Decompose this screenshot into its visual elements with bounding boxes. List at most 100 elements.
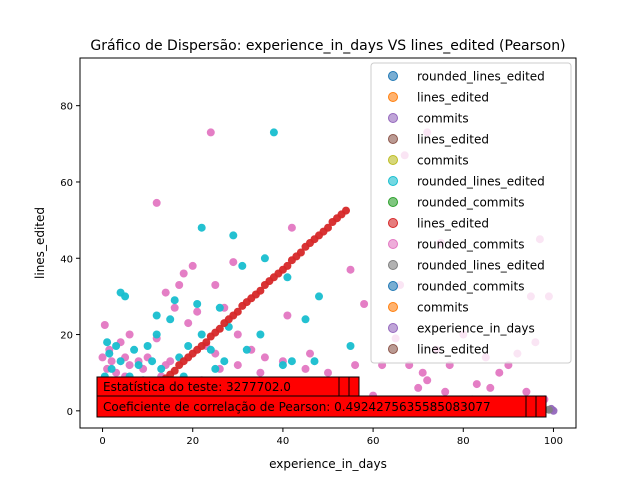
legend-marker bbox=[388, 239, 398, 249]
data-point bbox=[197, 330, 206, 339]
legend-marker bbox=[388, 134, 398, 144]
annotation-text: Estatística do teste: 3277702.0 bbox=[103, 380, 291, 394]
annotation-text: Coeficiente de correlação de Pearson: 0.… bbox=[103, 400, 491, 414]
data-point bbox=[441, 387, 450, 396]
data-point bbox=[544, 405, 553, 414]
data-point bbox=[148, 357, 157, 366]
data-point bbox=[215, 324, 224, 333]
data-point bbox=[283, 311, 292, 320]
data-point bbox=[472, 380, 481, 389]
data-point bbox=[301, 315, 310, 324]
data-point bbox=[287, 357, 296, 366]
data-point bbox=[125, 361, 134, 370]
data-point bbox=[121, 292, 130, 301]
data-point bbox=[170, 296, 179, 305]
data-point bbox=[184, 319, 193, 328]
legend-label: lines_edited bbox=[417, 91, 489, 105]
data-point bbox=[211, 364, 220, 373]
data-point bbox=[278, 361, 287, 370]
data-point bbox=[206, 128, 215, 137]
data-point bbox=[418, 368, 427, 377]
data-point bbox=[170, 303, 179, 312]
data-point bbox=[346, 265, 355, 274]
legend-label: commits bbox=[417, 154, 469, 168]
data-point bbox=[193, 307, 202, 316]
data-point bbox=[486, 383, 495, 392]
data-point bbox=[360, 300, 369, 308]
data-point bbox=[287, 223, 296, 232]
y-axis-label: lines_edited bbox=[33, 207, 47, 279]
legend-label: rounded_commits bbox=[417, 238, 524, 252]
legend-label: experience_in_days bbox=[417, 322, 535, 336]
data-point bbox=[351, 361, 360, 370]
data-point bbox=[229, 231, 238, 240]
legend-label: rounded_lines_edited bbox=[417, 70, 545, 84]
data-point bbox=[152, 311, 161, 320]
legend-box bbox=[370, 62, 572, 364]
data-point bbox=[100, 321, 109, 329]
data-point bbox=[107, 364, 116, 373]
data-point bbox=[184, 342, 193, 350]
data-point bbox=[125, 330, 134, 339]
data-point bbox=[324, 223, 332, 232]
data-point bbox=[188, 261, 197, 270]
data-point bbox=[342, 206, 350, 215]
data-point bbox=[256, 286, 265, 295]
data-point bbox=[233, 361, 242, 370]
legend-label: rounded_lines_edited bbox=[417, 259, 545, 273]
data-point bbox=[242, 345, 251, 354]
legend-marker bbox=[388, 155, 398, 165]
data-point bbox=[166, 315, 175, 324]
data-point bbox=[143, 342, 152, 350]
data-point bbox=[152, 330, 161, 339]
data-point bbox=[170, 366, 179, 375]
data-point bbox=[206, 345, 215, 354]
data-point bbox=[423, 376, 432, 385]
y-tick-label: 40 bbox=[60, 254, 73, 265]
legend-marker bbox=[388, 344, 398, 354]
data-point bbox=[197, 223, 206, 232]
data-point bbox=[306, 349, 314, 358]
legend-label: lines_edited bbox=[417, 217, 489, 231]
data-point bbox=[283, 261, 292, 270]
legend-label: rounded_lines_edited bbox=[417, 175, 545, 189]
x-tick-label: 60 bbox=[367, 436, 380, 447]
data-point bbox=[202, 338, 211, 347]
legend-marker bbox=[388, 260, 398, 270]
y-tick-label: 20 bbox=[60, 331, 73, 342]
data-point bbox=[414, 383, 423, 392]
data-point bbox=[215, 303, 224, 312]
data-point bbox=[193, 300, 202, 308]
data-point bbox=[238, 261, 247, 270]
legend-marker bbox=[388, 92, 398, 102]
legend-marker bbox=[388, 176, 398, 186]
data-point bbox=[98, 353, 107, 362]
data-point bbox=[157, 364, 166, 373]
legend-marker bbox=[388, 71, 398, 81]
y-tick-label: 60 bbox=[60, 178, 73, 189]
legend: rounded_lines_editedlines_editedcommitsl… bbox=[370, 62, 572, 364]
data-point bbox=[310, 357, 319, 366]
x-tick-label: 20 bbox=[186, 436, 199, 447]
x-axis-label: experience_in_days bbox=[269, 457, 387, 471]
legend-marker bbox=[388, 218, 398, 228]
data-point bbox=[116, 357, 125, 366]
data-point bbox=[166, 357, 175, 366]
data-point bbox=[112, 342, 121, 350]
legend-marker bbox=[388, 323, 398, 333]
data-point bbox=[256, 330, 265, 339]
data-point bbox=[260, 254, 269, 263]
data-point bbox=[107, 357, 116, 366]
chart-title: Gráfico de Dispersão: experience_in_days… bbox=[90, 38, 565, 54]
legend-marker bbox=[388, 113, 398, 123]
ticks-layer: 0 20 40 60 80 100 0 20 40 60 80 bbox=[60, 102, 563, 447]
legend-marker bbox=[388, 197, 398, 207]
data-point bbox=[522, 387, 531, 396]
x-tick-label: 80 bbox=[457, 436, 470, 447]
data-point bbox=[260, 353, 269, 362]
legend-label: commits bbox=[417, 301, 469, 315]
data-point bbox=[269, 128, 278, 137]
annotation-box bbox=[96, 395, 527, 418]
data-point bbox=[130, 345, 139, 354]
